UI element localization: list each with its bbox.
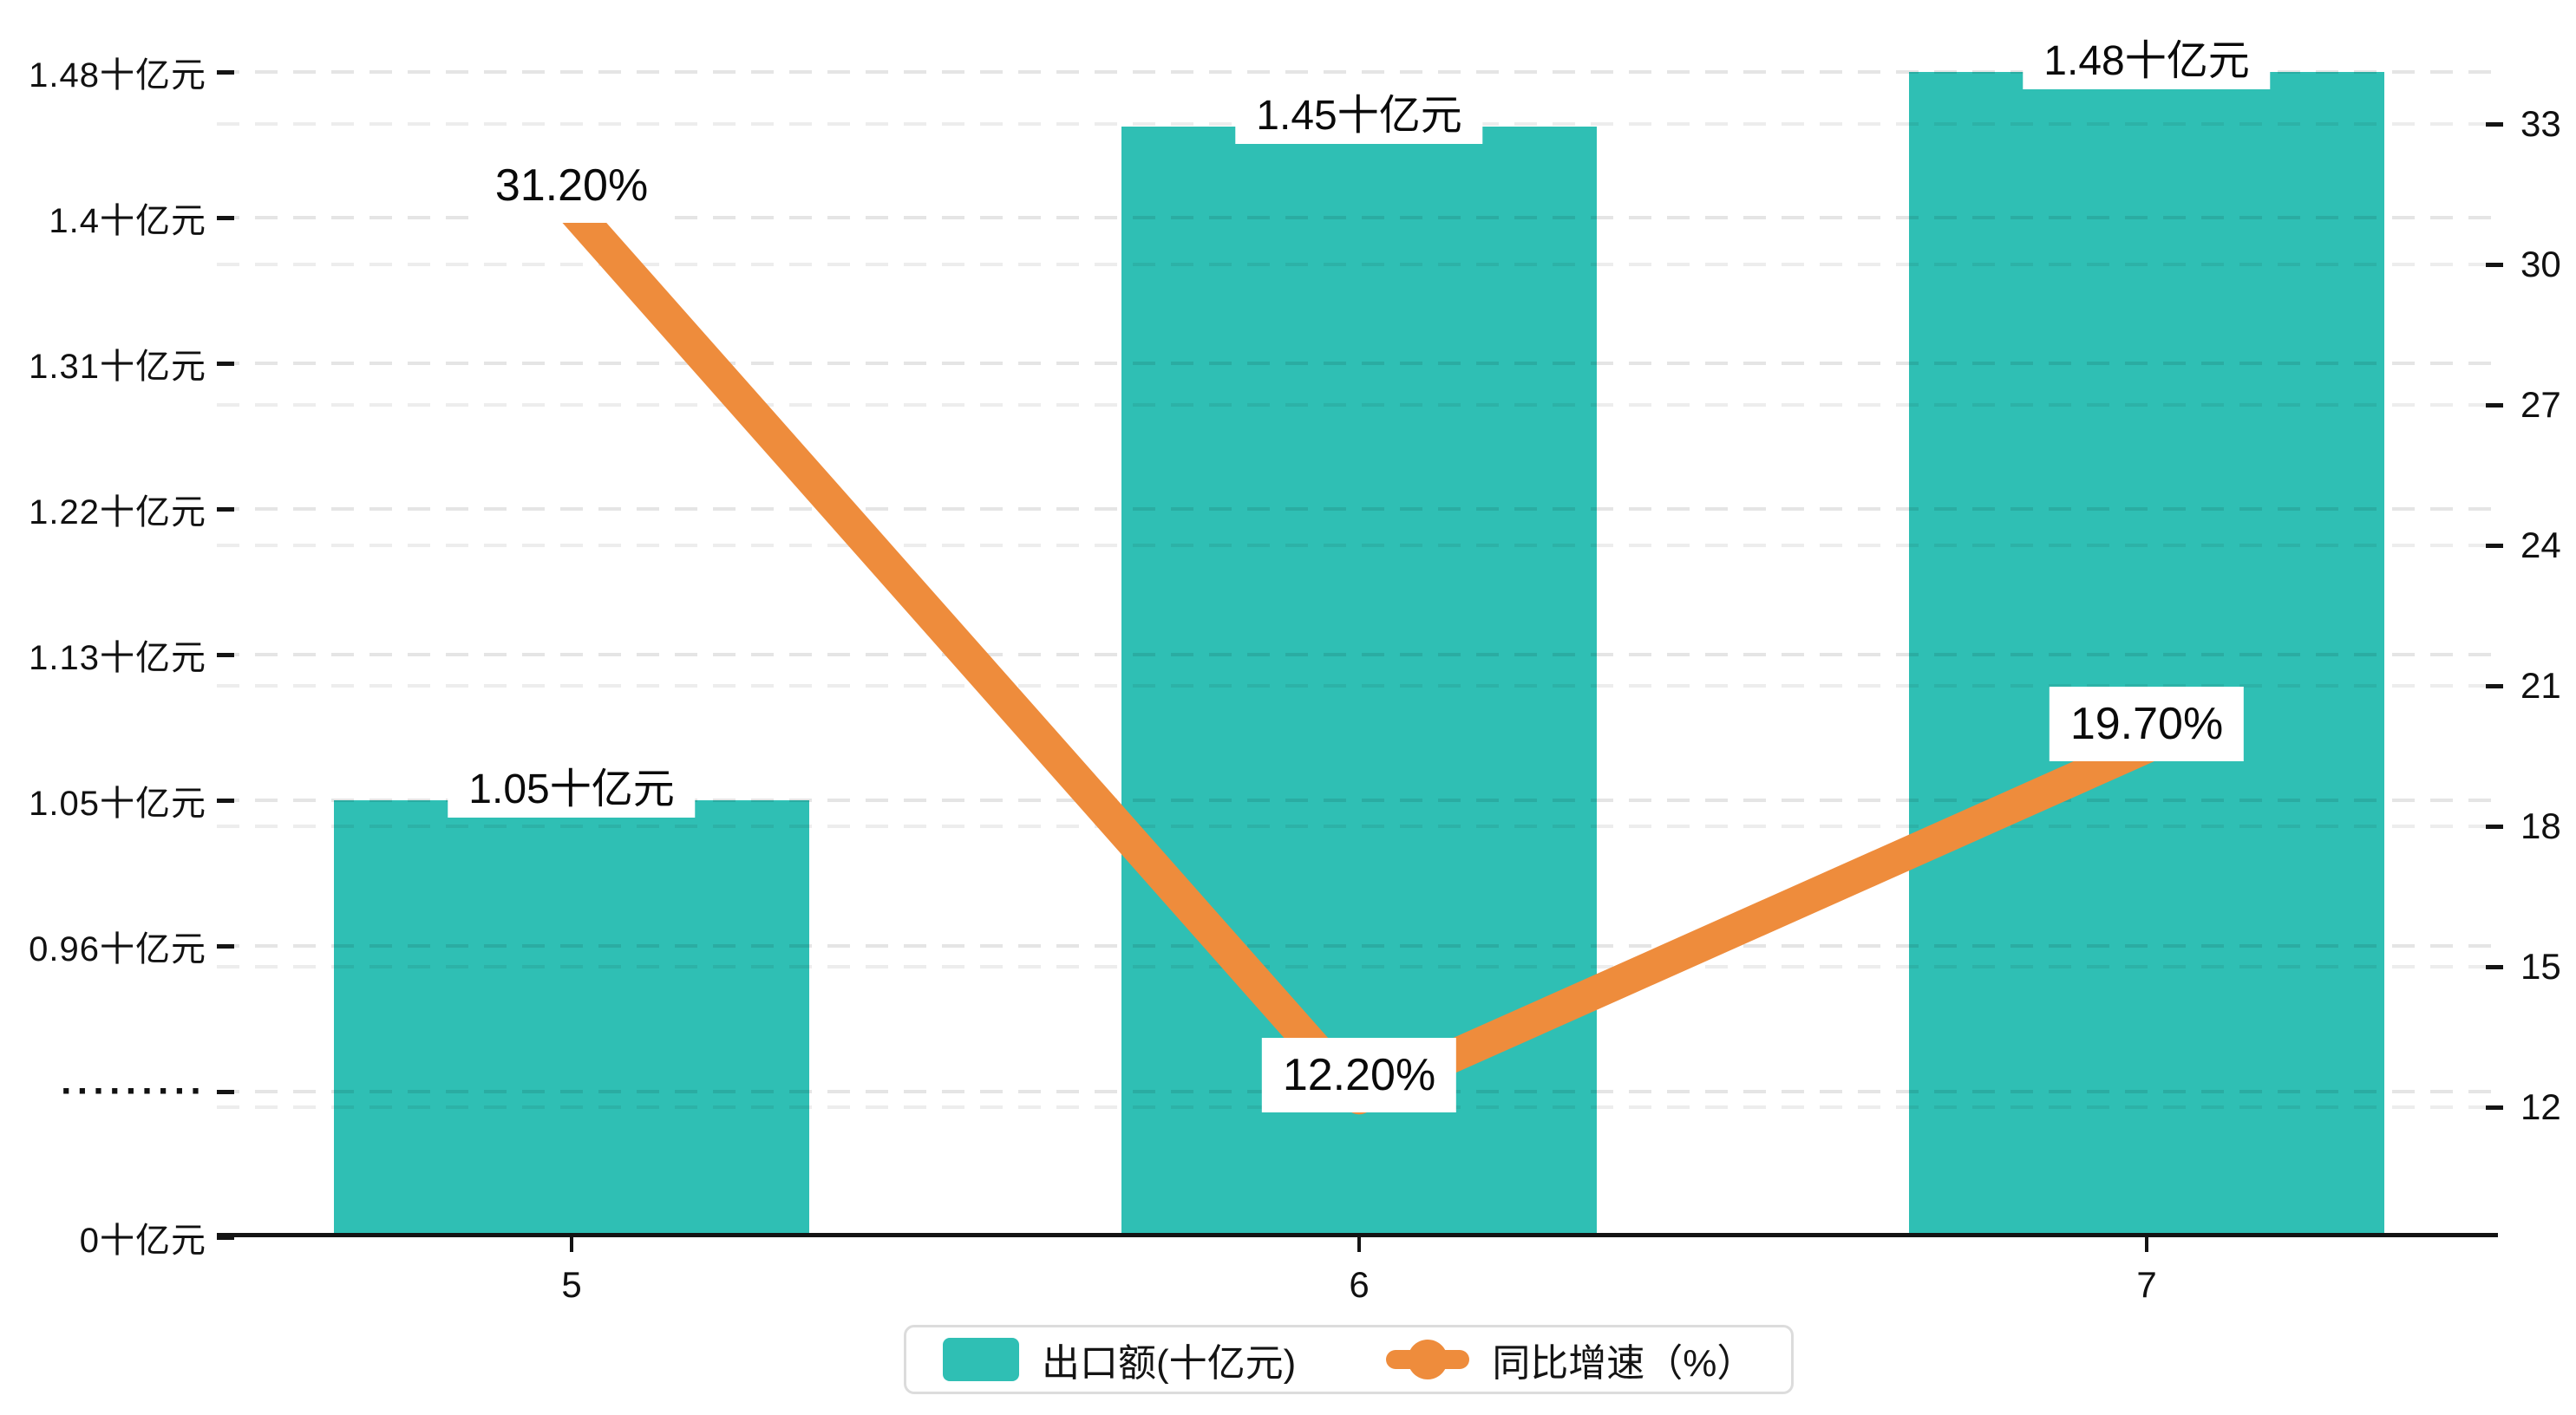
left-axis-tick-label: 1.4十亿元	[49, 202, 206, 240]
right-axis-tick	[2486, 263, 2503, 267]
line-data-label: 12.20%	[1261, 1038, 1457, 1113]
x-axis-category-label: 6	[1349, 1264, 1370, 1305]
left-axis-tick-label: ·········	[61, 1070, 206, 1112]
legend-label-bar-series: 出口额(十亿元)	[1042, 1342, 1297, 1385]
right-axis-tick	[2486, 122, 2503, 127]
left-axis-tick	[217, 362, 234, 366]
left-axis-tick-label: 1.22十亿元	[29, 493, 206, 531]
left-axis-tick	[217, 1090, 234, 1094]
left-axis-tick	[217, 507, 234, 512]
left-axis-tick-label: 0.96十亿元	[29, 930, 206, 968]
left-axis-tick-label: 1.31十亿元	[29, 348, 206, 386]
bar-data-label: 1.45十亿元	[1235, 78, 1483, 144]
legend-item-bar-series[interactable]: 出口额(十亿元)	[943, 1332, 1296, 1387]
right-axis-tick-label: 15	[2520, 946, 2561, 987]
line-data-label: 31.20%	[474, 148, 670, 224]
x-axis-tick	[570, 1236, 573, 1252]
right-axis-tick-label: 24	[2520, 525, 2561, 565]
right-axis-tick	[2486, 403, 2503, 408]
x-axis-tick	[2145, 1236, 2148, 1252]
left-axis-tick	[217, 1236, 234, 1240]
left-axis-tick	[217, 653, 234, 657]
x-axis-line	[217, 1233, 2498, 1237]
right-axis-tick	[2486, 544, 2503, 548]
left-axis-tick	[217, 70, 234, 75]
legend-label-line-series: 同比增速（%）	[1492, 1342, 1755, 1385]
left-axis-tick-label: 1.13十亿元	[29, 639, 206, 677]
right-axis-tick	[2486, 965, 2503, 969]
left-axis-tick	[217, 944, 234, 949]
right-axis-tick-label: 33	[2520, 103, 2561, 144]
bar-series-swatch-icon	[943, 1338, 1019, 1381]
left-axis-tick	[217, 799, 234, 803]
left-axis-tick-label: 1.05十亿元	[29, 785, 206, 823]
x-axis-category-label: 5	[561, 1264, 582, 1305]
right-axis-tick-label: 18	[2520, 805, 2561, 846]
bar-data-label: 1.05十亿元	[448, 752, 696, 818]
left-axis-tick-label: 0十亿元	[79, 1222, 206, 1260]
line-data-label: 19.70%	[2049, 687, 2245, 762]
line-series-marker-icon	[1386, 1338, 1470, 1381]
right-axis-tick	[2486, 684, 2503, 688]
right-axis-tick-label: 30	[2520, 244, 2561, 284]
legend[interactable]: 出口额(十亿元) 同比增速（%）	[904, 1325, 1795, 1394]
bar-month-7	[1909, 72, 2384, 1235]
right-axis-tick-label: 21	[2520, 665, 2561, 706]
right-axis-tick-label: 12	[2520, 1086, 2561, 1127]
legend-item-line-series[interactable]: 同比增速（%）	[1386, 1332, 1755, 1387]
x-axis-category-label: 7	[2136, 1264, 2157, 1305]
left-axis-tick-label: 1.48十亿元	[29, 56, 206, 95]
bar-month-5	[334, 800, 809, 1235]
x-axis-tick	[1357, 1236, 1361, 1252]
right-axis-tick-label: 27	[2520, 384, 2561, 425]
bar-data-label: 1.48十亿元	[2023, 23, 2271, 89]
left-axis-tick	[217, 216, 234, 220]
right-axis-tick	[2486, 825, 2503, 829]
right-axis-tick	[2486, 1105, 2503, 1110]
